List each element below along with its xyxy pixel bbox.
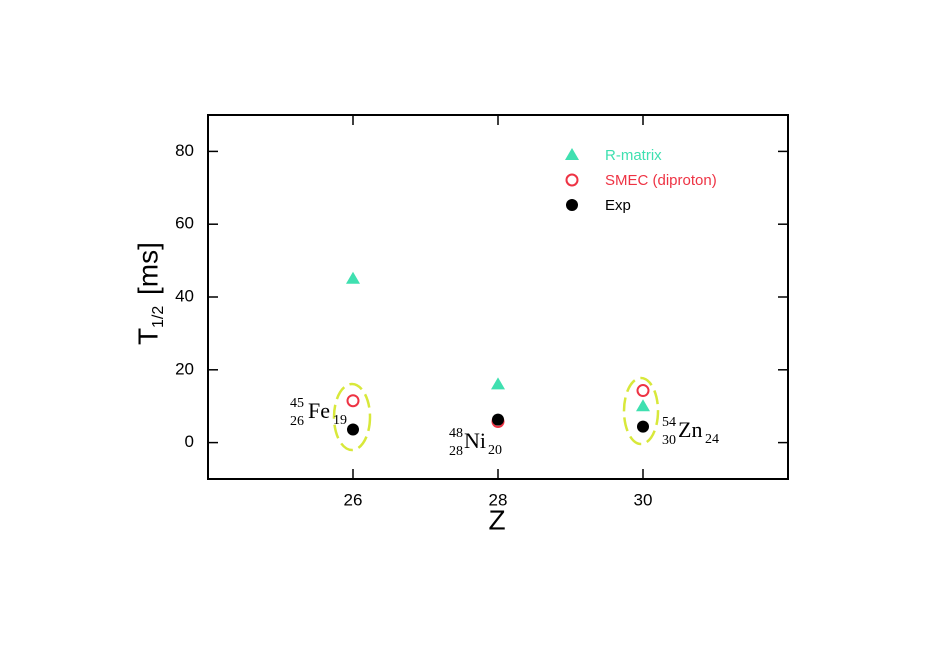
nucleus-mass: 54 [662,415,676,430]
nucleus-z: 30 [662,433,676,448]
nucleus-n: 20 [488,443,502,458]
y-tick-label: 60 [175,214,194,233]
nucleus-symbol: Fe [308,398,330,423]
highlight-ellipse [332,382,372,452]
legend-marker [565,173,579,187]
point [347,423,359,436]
point [637,420,649,433]
y-tick-label: 40 [175,286,194,305]
legend-label: R-matrix [605,147,662,164]
y-axis-label: T 1/2 [ms] [132,242,167,345]
point [636,399,650,412]
nucleus-z: 26 [290,414,304,429]
nucleus-symbol: Ni [464,428,486,453]
point [346,271,360,284]
x-tick-label: 30 [634,490,653,509]
nucleus-symbol: Zn [678,417,702,442]
x-tick-label: 28 [489,490,508,509]
point [346,394,360,408]
point [492,413,504,426]
point [636,384,650,398]
legend-marker [566,199,578,211]
y-label-main: T [132,328,163,345]
highlight-ellipse [622,376,660,446]
y-tick-label: 20 [175,359,194,378]
nucleus-mass: 45 [290,396,304,411]
point [491,377,505,390]
nucleus-n: 24 [705,432,719,447]
y-label-sub: 1/2 [150,306,167,328]
nucleus-n: 19 [333,413,347,428]
y-label-unit: [ms] [132,242,163,295]
y-tick-label: 80 [175,141,194,160]
y-tick-label: 0 [185,432,194,451]
legend-label: Exp [605,197,631,214]
legend-marker [565,148,579,160]
x-axis-label: Z [488,504,505,535]
nucleus-z: 28 [449,444,463,459]
nucleus-mass: 48 [449,426,463,441]
legend-label: SMEC (diproton) [605,172,717,189]
x-tick-label: 26 [344,490,363,509]
